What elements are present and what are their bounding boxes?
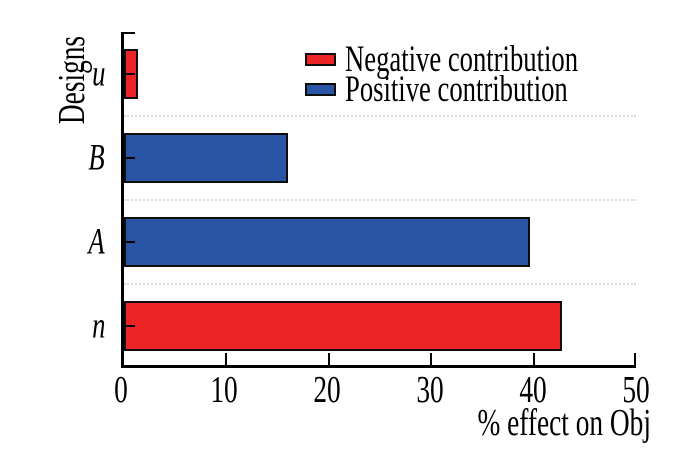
bar-A (124, 217, 530, 267)
x-tick-label-text: 0 (114, 369, 128, 411)
legend-label-text: Negative contribution (345, 38, 579, 80)
x-tick-label-0: 0 (112, 371, 131, 409)
category-label-text: n (91, 305, 105, 347)
x-tick-label-text: 50 (622, 369, 650, 411)
legend-label: Negative contribution (345, 41, 669, 78)
x-tick-label-text: 40 (519, 369, 547, 411)
x-axis-end-tick (634, 353, 636, 365)
category-label-n: n (87, 305, 105, 347)
legend-label-text: Positive contribution (345, 68, 568, 110)
x-tick-label-50: 50 (617, 371, 655, 409)
y-tick-B (124, 157, 135, 159)
gridline (124, 283, 636, 285)
y-tick-u (124, 73, 135, 75)
x-tick-30 (430, 353, 433, 365)
x-tick-40 (532, 353, 535, 365)
legend-swatch-positive (305, 82, 336, 96)
bar-n (124, 301, 563, 351)
category-label-B: B (82, 140, 105, 177)
y-tick-n (124, 325, 135, 327)
plot-area: Negative contribution Positive contributi… (121, 32, 636, 368)
legend-label: Positive contribution (345, 71, 654, 108)
x-tick-label-20: 20 (308, 371, 346, 409)
legend-item: Positive contribution (305, 71, 669, 108)
x-tick-labels: 0 10 20 30 40 50 (114, 371, 650, 411)
x-tick-label-text: 20 (313, 369, 341, 411)
gridline (124, 199, 636, 201)
legend-item: Negative contribution (305, 41, 669, 78)
x-axis-title: % effect on Obj (477, 402, 651, 444)
category-label-u: u (87, 53, 105, 95)
y-tick-A (124, 241, 135, 243)
x-tick-20 (327, 353, 330, 365)
y-axis-end-tick (124, 32, 135, 34)
x-tick-label-text: 30 (416, 369, 444, 411)
category-label-text: u (91, 53, 105, 95)
legend-swatch-negative (305, 52, 336, 66)
x-tick-10 (225, 353, 228, 365)
bar-B (124, 133, 288, 183)
legend: Negative contribution Positive contributi… (305, 41, 669, 108)
category-label-text: B (88, 137, 105, 179)
x-tick-label-10: 10 (205, 371, 243, 409)
gridline (124, 115, 636, 117)
x-tick-label-text: 10 (210, 369, 238, 411)
x-tick-label-40: 40 (514, 371, 552, 409)
category-label-text: A (88, 221, 105, 263)
x-tick-label-30: 30 (411, 371, 449, 409)
category-label-A: A (82, 224, 105, 261)
